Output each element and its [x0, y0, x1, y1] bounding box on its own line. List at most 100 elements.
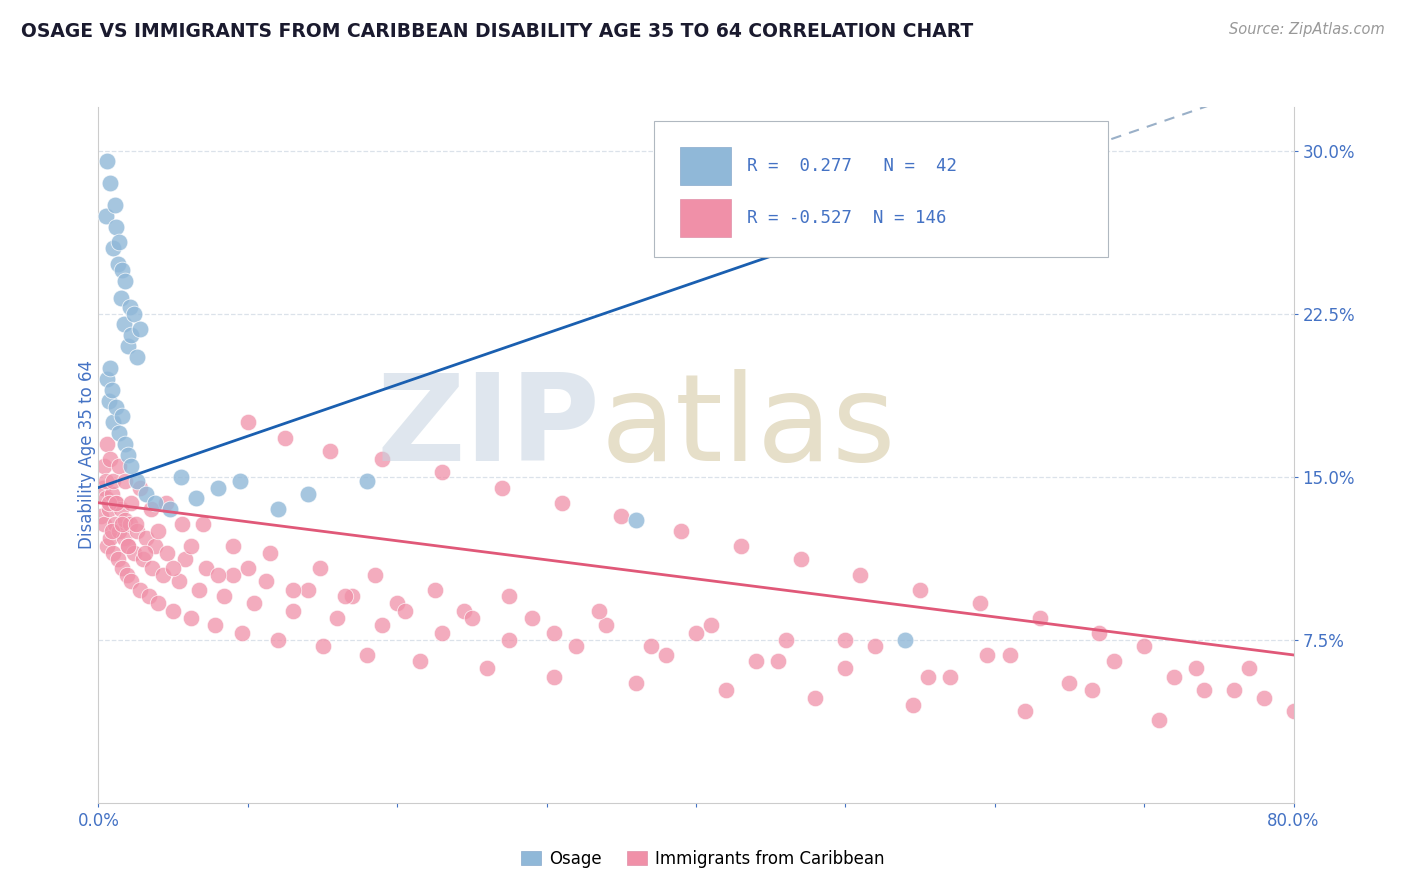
Text: OSAGE VS IMMIGRANTS FROM CARIBBEAN DISABILITY AGE 35 TO 64 CORRELATION CHART: OSAGE VS IMMIGRANTS FROM CARIBBEAN DISAB… [21, 22, 973, 41]
Point [167, 574, 190, 588]
Point [127, 524, 149, 538]
Point [135, 531, 157, 545]
Point [108, 524, 131, 538]
Point [112, 318, 135, 332]
Point [430, 626, 453, 640]
Point [700, 617, 723, 632]
Point [730, 539, 752, 553]
Point [96, 437, 118, 451]
Point [101, 487, 124, 501]
Point [520, 611, 543, 625]
Point [112, 531, 135, 545]
Point [274, 431, 297, 445]
Point [117, 539, 139, 553]
Point [1028, 611, 1050, 625]
Point [655, 648, 678, 662]
Point [543, 626, 565, 640]
Point [311, 639, 333, 653]
Point [565, 639, 588, 653]
Point [111, 517, 134, 532]
Point [127, 474, 149, 488]
Point [408, 655, 430, 669]
Point [143, 539, 166, 553]
Point [901, 698, 924, 712]
Point [236, 561, 259, 575]
Point [1237, 661, 1260, 675]
Point [195, 561, 218, 575]
Point [101, 524, 124, 538]
Point [187, 582, 209, 597]
Point [1223, 682, 1246, 697]
Point [96, 539, 118, 553]
FancyBboxPatch shape [681, 199, 731, 237]
Point [172, 517, 194, 532]
Point [745, 655, 768, 669]
Point [114, 513, 136, 527]
Point [97, 502, 120, 516]
Point [104, 517, 127, 532]
Point [939, 670, 962, 684]
Point [156, 546, 179, 560]
Point [124, 307, 146, 321]
FancyBboxPatch shape [654, 121, 1108, 257]
Point [139, 502, 162, 516]
Point [1163, 670, 1185, 684]
Point [685, 626, 707, 640]
Point [204, 617, 226, 632]
Point [222, 567, 245, 582]
Point [100, 452, 122, 467]
Point [1147, 713, 1170, 727]
Point [162, 561, 184, 575]
Legend: Osage, Immigrants from Caribbean: Osage, Immigrants from Caribbean [515, 844, 891, 875]
Point [105, 496, 128, 510]
Point [834, 632, 856, 647]
Point [90, 508, 112, 523]
Text: Source: ZipAtlas.com: Source: ZipAtlas.com [1229, 22, 1385, 37]
Point [93, 458, 115, 473]
Point [1088, 626, 1111, 640]
Text: atlas: atlas [600, 368, 896, 485]
Point [1059, 676, 1081, 690]
Point [125, 517, 148, 532]
Point [849, 567, 872, 582]
Point [371, 452, 394, 467]
Point [834, 661, 856, 675]
Y-axis label: Disability Age 35 to 64: Disability Age 35 to 64 [79, 360, 96, 549]
Point [94, 491, 117, 506]
Point [104, 198, 127, 212]
Point [894, 632, 917, 647]
Point [134, 546, 156, 560]
Point [207, 567, 229, 582]
Point [103, 474, 125, 488]
Point [1282, 705, 1305, 719]
Point [118, 517, 141, 532]
Point [148, 524, 170, 538]
Point [132, 552, 155, 566]
Point [543, 670, 565, 684]
Point [107, 552, 129, 566]
Point [789, 552, 811, 566]
Point [111, 263, 134, 277]
Point [775, 632, 797, 647]
Text: R =  0.277   N =  42: R = 0.277 N = 42 [748, 157, 957, 175]
Point [180, 611, 202, 625]
Point [138, 589, 160, 603]
Point [212, 589, 235, 603]
Point [610, 508, 633, 523]
Point [423, 582, 446, 597]
Point [91, 481, 114, 495]
Point [766, 655, 789, 669]
Point [114, 474, 136, 488]
Point [108, 235, 131, 249]
Point [669, 524, 692, 538]
Point [1253, 691, 1275, 706]
Point [120, 328, 142, 343]
Point [371, 617, 394, 632]
Point [110, 291, 132, 305]
Point [550, 496, 572, 510]
Point [308, 561, 330, 575]
Point [117, 448, 139, 462]
Point [114, 437, 136, 451]
Point [491, 481, 513, 495]
Point [148, 596, 170, 610]
